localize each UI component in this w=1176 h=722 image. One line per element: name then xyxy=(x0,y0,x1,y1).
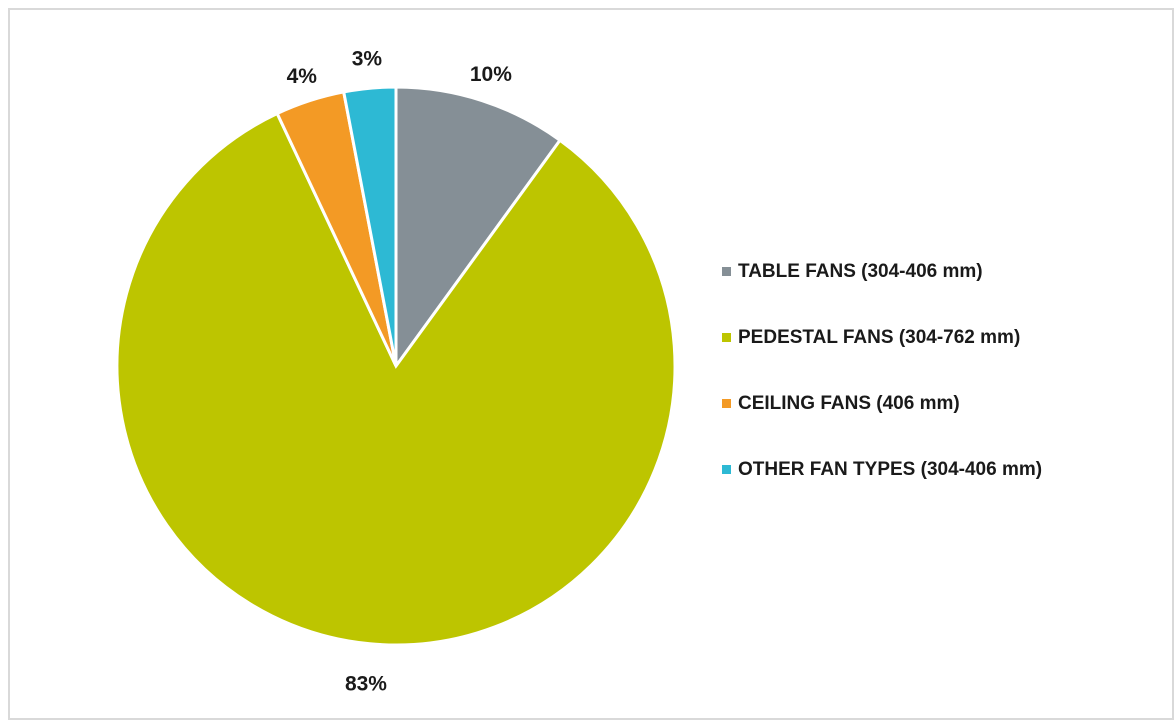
pct-label-pedestal-fans: 83% xyxy=(345,673,387,696)
pie-slice-pedestal-fans xyxy=(115,111,677,647)
pie-slice-table-fans xyxy=(394,85,563,371)
legend-label-pedestal-fans: PEDESTAL FANS (304-762 mm) xyxy=(738,327,1020,348)
pct-label-other-fan-types: 3% xyxy=(352,47,383,70)
legend-label-ceiling-fans: CEILING FANS (406 mm) xyxy=(738,393,960,414)
pie-slices xyxy=(115,85,677,647)
pct-label-ceiling-fans: 4% xyxy=(287,65,318,88)
chart-legend: TABLE FANS (304-406 mm) PEDESTAL FANS (30… xyxy=(722,261,1042,480)
legend-swatch-ceiling-fans xyxy=(722,399,731,408)
pie-percentage-labels: 10% 83% 4% 3% xyxy=(287,47,513,695)
legend-swatch-other-fan-types xyxy=(722,465,731,474)
pct-label-table-fans: 10% xyxy=(470,63,512,86)
legend-swatch-pedestal-fans xyxy=(722,333,731,342)
pie-slice-other-fan-types xyxy=(341,85,398,367)
legend-label-table-fans: TABLE FANS (304-406 mm) xyxy=(738,261,983,282)
legend-label-other-fan-types: OTHER FAN TYPES (304-406 mm) xyxy=(738,459,1042,480)
legend-swatch-table-fans xyxy=(722,267,731,276)
